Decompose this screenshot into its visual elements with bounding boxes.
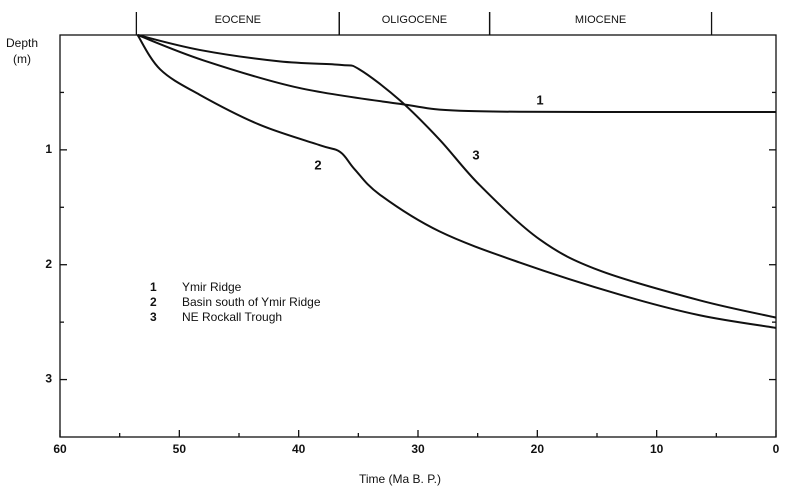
- epoch-label: OLIGOCENE: [382, 14, 447, 26]
- epoch-label: EOCENE: [215, 14, 261, 26]
- legend-number: 1: [150, 280, 157, 294]
- x-tick-label: 20: [531, 442, 545, 456]
- series-annotation: 2: [314, 157, 321, 172]
- x-tick-label: 50: [173, 442, 187, 456]
- x-tick-label: 60: [53, 442, 67, 456]
- y-tick-label: 2: [45, 257, 52, 271]
- series-line: [137, 34, 777, 319]
- y-tick-label: 1: [45, 142, 52, 156]
- legend-label: Ymir Ridge: [182, 280, 242, 294]
- legend-label: Basin south of Ymir Ridge: [182, 295, 321, 309]
- legend-label: NE Rockall Trough: [182, 310, 282, 324]
- x-tick-label: 10: [650, 442, 664, 456]
- plot-frame: [59, 34, 777, 438]
- y-tick-label: 3: [45, 372, 52, 386]
- legend-number: 3: [150, 310, 157, 324]
- x-tick-label: 0: [773, 442, 780, 456]
- series-annotation: 1: [536, 92, 543, 107]
- series-line: [137, 34, 777, 114]
- x-tick-label: 30: [411, 442, 425, 456]
- series-annotation: 3: [472, 147, 479, 162]
- y-axis-label: Depth: [6, 36, 38, 50]
- x-tick-label: 40: [292, 442, 306, 456]
- epoch-label: MIOCENE: [575, 14, 626, 26]
- x-axis-label: Time (Ma B. P.): [359, 472, 441, 486]
- legend-number: 2: [150, 295, 157, 309]
- y-axis-label: (m): [13, 52, 31, 66]
- series-line: [136, 34, 777, 329]
